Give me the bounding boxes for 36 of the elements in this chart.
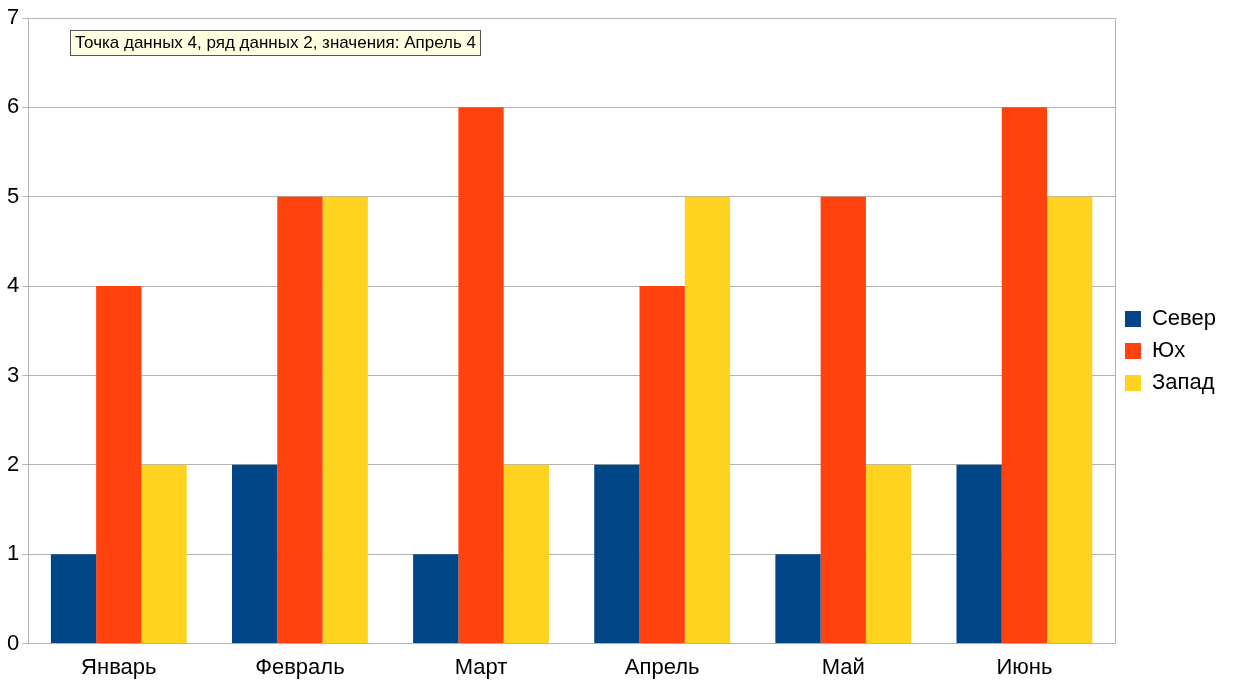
bar [820,196,866,644]
bar [639,286,685,644]
legend-label: Юх [1151,337,1186,363]
x-tick-label: Март [454,653,508,679]
legend-label: Север [1151,305,1217,331]
x-tick-label: Февраль [255,653,345,679]
y-tick-label: 7 [6,4,20,30]
bar [322,196,368,644]
bar [775,554,821,644]
x-tick-label: Май [821,653,865,679]
bar [503,464,549,644]
bar [141,464,187,644]
bar [956,464,1002,644]
bar [458,107,504,644]
x-tick-label: Январь [81,653,157,679]
legend-label: Запад [1151,369,1215,395]
y-tick-label: 5 [6,182,20,208]
y-tick-label: 1 [6,540,20,566]
y-tick-label: 0 [6,629,20,655]
bar [277,196,323,644]
bar [96,286,142,644]
bar [1001,107,1048,644]
y-tick-label: 3 [6,361,20,387]
x-tick-label: Июнь [996,653,1053,679]
y-tick-label: 6 [6,93,20,119]
bar [594,464,640,644]
x-tick-label: Апрель [624,653,700,679]
bar [1047,196,1093,644]
bar [684,196,731,644]
bar [865,464,912,644]
bar [413,554,459,644]
annotation: Точка данных 4, ряд данных 2, значения: Апрель 4 [70,30,482,56]
bar [50,554,97,644]
bar [232,464,278,644]
y-tick-label: 2 [6,450,20,476]
y-tick-label: 4 [6,272,20,298]
